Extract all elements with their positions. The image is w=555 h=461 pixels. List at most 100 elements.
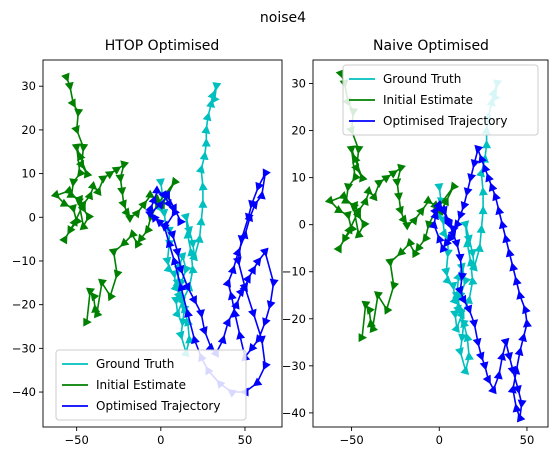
optimised-trajectory-point	[172, 247, 182, 258]
optimised-trajectory-point	[458, 294, 467, 305]
y-tick-label: 0	[299, 218, 306, 232]
initial-estimate-point	[368, 191, 378, 202]
optimised-trajectory-point	[454, 285, 464, 296]
ground-truth-point	[163, 264, 173, 273]
initial-estimate-point	[67, 225, 76, 235]
initial-estimate-point	[108, 248, 118, 258]
x-tick-label: −50	[65, 433, 89, 447]
optimised-trajectory-point	[266, 300, 276, 310]
optimised-trajectory-line	[149, 172, 275, 393]
optimised-trajectory-point	[472, 337, 482, 348]
optimised-trajectory-point	[512, 276, 522, 286]
initial-estimate-point	[77, 151, 86, 161]
optimised-trajectory-point	[158, 190, 167, 200]
ground-truth-point	[476, 224, 486, 234]
optimised-trajectory-point	[161, 190, 170, 200]
ground-truth-point	[172, 308, 181, 319]
optimised-trajectory-point	[237, 234, 247, 245]
ground-truth-point	[455, 347, 464, 357]
initial-estimate-point	[392, 178, 402, 188]
optimised-trajectory-point	[168, 203, 177, 213]
optimised-trajectory-point	[167, 230, 176, 240]
ground-truth-point	[198, 181, 208, 191]
ground-truth-point	[211, 94, 220, 104]
axes-frame	[312, 59, 549, 428]
initial-estimate-point	[333, 243, 342, 254]
optimised-trajectory-point	[514, 346, 524, 357]
ground-truth-point	[467, 248, 477, 258]
x-tick-label: 50	[520, 433, 535, 447]
initial-estimate-point	[90, 291, 100, 302]
initial-estimate-point	[384, 305, 393, 315]
optimised-trajectory-point	[505, 248, 515, 258]
initial-estimate-point	[125, 214, 135, 223]
initial-estimate-point	[120, 160, 130, 170]
ground-truth-point	[460, 365, 470, 375]
initial-estimate-point	[91, 304, 101, 314]
ground-truth-point	[443, 248, 453, 258]
optimised-trajectory-point	[522, 304, 531, 315]
optimised-trajectory-point	[522, 318, 532, 328]
y-tick-label: −30	[12, 341, 36, 355]
y-tick-label: −20	[12, 298, 36, 312]
initial-estimate-point	[85, 212, 95, 222]
axes-frame	[42, 59, 283, 428]
y-tick-label: −20	[282, 312, 306, 326]
optimised-trajectory-point	[497, 351, 506, 361]
optimised-trajectory-point	[512, 403, 522, 413]
right-panel: Naive Optimised −50 0 50 −40 −30 −20 −10 0 10 20 3…	[282, 38, 549, 447]
optimised-trajectory-point	[451, 239, 461, 249]
optimised-trajectory-point	[502, 233, 512, 244]
ground-truth-point	[188, 264, 198, 274]
initial-estimate-point	[398, 214, 408, 225]
initial-estimate-point	[344, 182, 353, 192]
optimised-trajectory-point	[518, 332, 527, 343]
optimised-trajectory-point	[433, 200, 443, 210]
optimised-trajectory-point	[517, 399, 527, 409]
optimised-trajectory-point	[177, 282, 187, 292]
optimised-trajectory-point	[488, 384, 497, 395]
initial-estimate-point	[137, 233, 147, 244]
initial-estimate-point	[128, 229, 138, 239]
initial-estimate-point	[98, 175, 108, 184]
optimised-trajectory-point	[256, 335, 266, 345]
ground-truth-point	[183, 229, 193, 239]
ground-truth-point	[441, 267, 451, 277]
optimised-trajectory-point	[163, 198, 172, 209]
initial-estimate-point	[117, 187, 127, 197]
left-plot-area: −50 0 50 −40 −30 −20 −10 0 10 20 30 Ground Truth Ini…	[12, 59, 283, 447]
optimised-trajectory-point	[450, 224, 459, 235]
initial-estimate-point	[366, 318, 376, 328]
initial-estimate-point	[71, 143, 81, 153]
initial-estimate-point	[98, 278, 107, 288]
optimised-trajectory-point	[463, 187, 473, 197]
optimised-trajectory-point	[475, 351, 485, 362]
initial-estimate-point	[412, 248, 421, 259]
initial-estimate-point	[79, 143, 89, 153]
optimised-trajectory-point	[430, 210, 439, 221]
legend-box	[342, 64, 539, 136]
optimised-trajectory-series	[145, 168, 279, 398]
initial-estimate-point	[84, 190, 94, 201]
ground-truth-point	[184, 225, 193, 236]
initial-estimate-point	[83, 168, 93, 179]
ground-truth-point	[463, 234, 473, 244]
optimised-trajectory-point	[478, 154, 487, 164]
optimised-trajectory-point	[458, 272, 467, 282]
optimised-trajectory-point	[262, 168, 271, 179]
initial-estimate-point	[68, 203, 77, 214]
ground-truth-point	[460, 318, 470, 328]
optimised-trajectory-point	[242, 274, 251, 284]
initial-estimate-point	[61, 72, 70, 83]
initial-estimate-point	[115, 173, 125, 183]
initial-estimate-point	[395, 205, 404, 216]
optimised-trajectory-point	[232, 247, 242, 258]
ground-truth-point	[175, 330, 185, 341]
ground-truth-point	[187, 239, 197, 249]
ground-truth-point	[450, 310, 460, 320]
initial-estimate-point	[74, 196, 84, 206]
ground-truth-legend-label: Ground Truth	[383, 72, 461, 86]
ground-truth-point	[434, 182, 444, 192]
optimised-trajectory-point	[235, 287, 245, 298]
